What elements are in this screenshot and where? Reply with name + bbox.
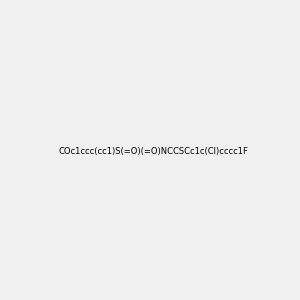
- Text: COc1ccc(cc1)S(=O)(=O)NCCSCc1c(Cl)cccc1F: COc1ccc(cc1)S(=O)(=O)NCCSCc1c(Cl)cccc1F: [59, 147, 249, 156]
